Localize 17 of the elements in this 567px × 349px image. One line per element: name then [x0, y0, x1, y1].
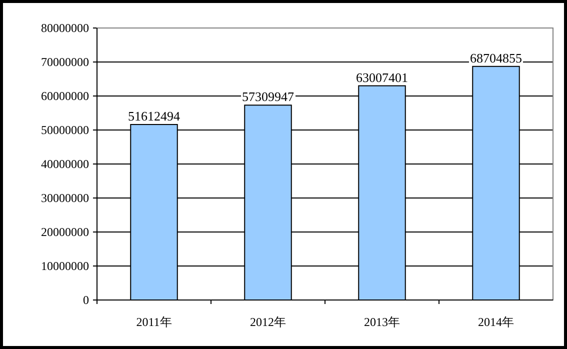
y-tick-label: 40000000: [41, 157, 89, 171]
data-label: 68704855: [470, 50, 522, 66]
y-tick-label: 80000000: [41, 21, 89, 35]
data-label: 51612494: [128, 108, 180, 124]
data-label: 63007401: [356, 70, 408, 85]
y-tick-label: 10000000: [41, 259, 89, 273]
y-tick-label: 30000000: [41, 191, 89, 205]
y-tick-label: 20000000: [41, 225, 89, 239]
x-tick-label: 2014年: [478, 315, 514, 329]
y-tick-label: 0: [83, 293, 89, 307]
x-tick-label: 2011年: [136, 315, 172, 329]
y-tick-label: 70000000: [41, 55, 89, 69]
data-label: 57309947: [242, 89, 294, 104]
x-tick-label: 2012年: [250, 315, 286, 329]
y-tick-label: 60000000: [41, 89, 89, 103]
x-tick-label: 2013年: [364, 315, 400, 329]
y-tick-label: 50000000: [41, 123, 89, 137]
